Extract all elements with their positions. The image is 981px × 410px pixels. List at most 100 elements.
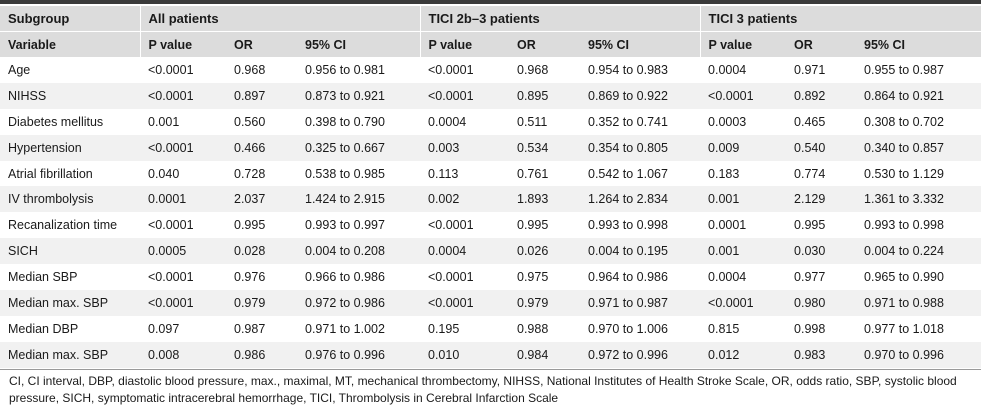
row-variable: Atrial fibrillation: [8, 166, 93, 181]
or-cell: 0.998: [794, 321, 826, 336]
table-row: Age <0.0001 0.968 0.956 to 0.981 <0.0001 0.96…: [0, 57, 981, 83]
or-cell: 0.983: [786, 341, 857, 368]
row-variable: SICH: [0, 238, 140, 265]
or-cell: 2.037: [226, 186, 297, 213]
or-cell: 1.893: [509, 186, 580, 213]
or-cell: 0.975: [517, 270, 549, 285]
p-value-cell: 0.008: [140, 341, 226, 368]
or-cell: 0.977: [794, 270, 826, 285]
column-header-row: Variable P value OR 95% CI P value OR 95…: [0, 31, 981, 57]
ci-cell: 0.864 to 0.921: [856, 82, 981, 109]
or-cell: 0.968: [517, 62, 549, 77]
p-value-cell: <0.0001: [140, 290, 226, 316]
or-cell: 0.979: [509, 290, 580, 316]
ci-cell: 0.873 to 0.921: [297, 82, 420, 109]
or-cell: 0.995: [517, 218, 549, 233]
p-value-cell: <0.0001: [700, 82, 787, 109]
or-cell: 0.986: [226, 341, 297, 368]
subgroup-label: Subgroup: [0, 6, 140, 32]
ci-cell: 0.976 to 0.996: [297, 341, 420, 368]
ci-cell: 1.264 to 2.834: [580, 186, 701, 213]
ci-cell: 0.538 to 0.985: [305, 166, 385, 181]
table-row: Median SBP <0.0001 0.976 0.966 to 0.986 <0.0…: [0, 264, 981, 290]
p-value-cell: 0.002: [420, 186, 509, 213]
p-value-cell: 0.001: [700, 238, 787, 265]
row-variable: IV thrombolysis: [0, 186, 140, 213]
group-all-patients: All patients: [139, 6, 420, 32]
table-row: Median DBP 0.097 0.987 0.971 to 1.002 0.195 0…: [0, 316, 981, 342]
ci-cell: 0.993 to 0.997: [305, 218, 385, 233]
ci-cell: 1.361 to 3.332: [856, 186, 981, 213]
table-row: Diabetes mellitus 0.001 0.560 0.398 to 0.79…: [0, 109, 981, 135]
row-variable: Median max. SBP: [0, 290, 140, 316]
or-cell: 0.761: [517, 166, 549, 181]
table-row: Hypertension <0.0001 0.466 0.325 to 0.667 0.…: [0, 134, 981, 161]
table-row: Median max. SBP <0.0001 0.979 0.972 to 0.98…: [0, 290, 981, 316]
or-cell: 2.129: [786, 186, 857, 213]
ci-cell: 0.542 to 1.067: [588, 166, 668, 181]
or-cell: 0.728: [234, 166, 266, 181]
or-cell: 0.466: [226, 134, 297, 161]
results-table: Subgroup All patients TICI 2b–3 patients…: [0, 6, 981, 368]
or-cell: 0.979: [226, 290, 297, 316]
variable-label: Variable: [0, 31, 140, 57]
p-value-cell: 0.0004: [708, 62, 747, 77]
ci-cell: 0.955 to 0.987: [864, 62, 944, 77]
p-value-cell: 0.0004: [420, 238, 509, 265]
table-row: Recanalization time <0.0001 0.995 0.993 to …: [0, 212, 981, 238]
or-cell: 0.465: [794, 114, 826, 129]
ci-cell: 0.954 to 0.983: [588, 62, 668, 77]
or-cell: 0.968: [234, 62, 266, 77]
ci-cell: 0.977 to 1.018: [864, 321, 944, 336]
table-row: Atrial fibrillation 0.040 0.728 0.538 to 0.…: [0, 161, 981, 187]
col-p-value: P value: [419, 31, 509, 57]
ci-cell: 0.970 to 0.996: [856, 341, 981, 368]
ci-cell: 0.970 to 1.006: [588, 321, 668, 336]
p-value-cell: <0.0001: [148, 62, 194, 77]
col-ci: 95% CI: [297, 31, 420, 57]
row-variable: NIHSS: [0, 82, 140, 109]
p-value-cell: 0.0001: [708, 218, 747, 233]
ci-cell: 0.971 to 1.002: [305, 321, 385, 336]
or-cell: 0.540: [786, 134, 857, 161]
or-cell: 0.971: [794, 62, 826, 77]
row-variable: Recanalization time: [8, 218, 118, 233]
group-header-row: Subgroup All patients TICI 2b–3 patients…: [0, 6, 981, 32]
ci-cell: 0.004 to 0.195: [580, 238, 701, 265]
ci-cell: 0.352 to 0.741: [588, 114, 668, 129]
p-value-cell: <0.0001: [428, 270, 474, 285]
or-cell: 0.030: [786, 238, 857, 265]
p-value-cell: 0.183: [708, 166, 740, 181]
table-footnote: CI, CI interval, DBP, diastolic blood pr…: [9, 372, 974, 407]
footnote-rule: [0, 369, 981, 370]
p-value-cell: 0.097: [148, 321, 180, 336]
or-cell: 0.980: [786, 290, 857, 316]
ci-cell: 0.956 to 0.981: [305, 62, 385, 77]
p-value-cell: 0.040: [148, 166, 180, 181]
ci-cell: 0.354 to 0.805: [580, 134, 701, 161]
p-value-cell: <0.0001: [420, 290, 509, 316]
or-cell: 0.988: [517, 321, 549, 336]
p-value-cell: 0.0004: [428, 114, 467, 129]
col-or: OR: [226, 31, 297, 57]
p-value-cell: 0.0001: [140, 186, 226, 213]
p-value-cell: 0.012: [700, 341, 787, 368]
or-cell: 0.976: [234, 270, 266, 285]
ci-cell: 0.972 to 0.996: [580, 341, 701, 368]
ci-cell: 0.964 to 0.986: [588, 270, 668, 285]
or-cell: 0.892: [786, 82, 857, 109]
p-value-cell: 0.0004: [708, 270, 747, 285]
or-cell: 0.028: [226, 238, 297, 265]
p-value-cell: <0.0001: [428, 218, 474, 233]
table-row: SICH 0.0005 0.028 0.004 to 0.208 0.0004 0.026…: [0, 238, 981, 265]
ci-cell: 0.398 to 0.790: [305, 114, 385, 129]
ci-cell: 0.325 to 0.667: [297, 134, 420, 161]
ci-cell: 0.972 to 0.986: [297, 290, 420, 316]
col-or: OR: [786, 31, 857, 57]
or-cell: 0.774: [794, 166, 826, 181]
top-rule: [0, 0, 981, 4]
p-value-cell: <0.0001: [148, 270, 194, 285]
group-tici-2b-3: TICI 2b–3 patients: [419, 6, 701, 32]
p-value-cell: <0.0001: [700, 290, 787, 316]
p-value-cell: 0.009: [700, 134, 787, 161]
